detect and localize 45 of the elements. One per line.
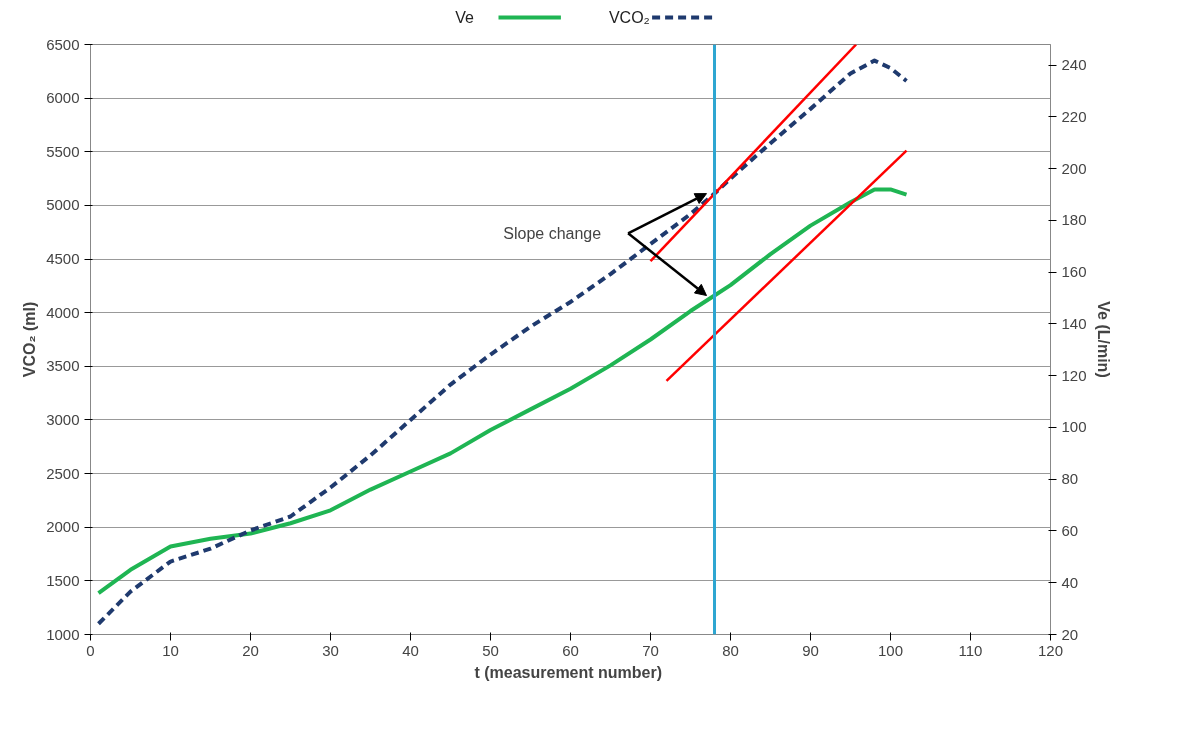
y-tick-label: 2000: [46, 518, 80, 536]
annotation: Slope change: [503, 224, 602, 242]
line-series: [96, 58, 909, 626]
y2-tick-label: 140: [1061, 314, 1087, 332]
x-tick-label: 100: [877, 641, 904, 659]
y-tick-label: 6000: [46, 89, 80, 107]
legend-label: VCO₂: [608, 9, 650, 26]
x-tick-label: 110: [958, 641, 983, 659]
y-tick-label: 3000: [46, 410, 80, 428]
y2-tick-label: 80: [1061, 470, 1079, 488]
y-tick-label: 5000: [46, 196, 80, 214]
y2-axis-title: Ve (L/min): [1094, 301, 1112, 378]
y2-tick-label: 100: [1061, 418, 1087, 436]
x-tick-label: 90: [802, 641, 819, 659]
y2-tick-label: 220: [1061, 107, 1087, 125]
y-tick-label: 2500: [46, 464, 80, 482]
y-tick-label: 5500: [46, 142, 80, 160]
y-axis-title: VCO₂ (ml): [21, 301, 39, 378]
x-axis-title: t (measurement number): [474, 663, 663, 681]
x-tick-label: 50: [482, 641, 499, 659]
y2-tick-label: 40: [1061, 573, 1079, 591]
x-tick-label: 10: [162, 641, 179, 659]
x-tick-label: 60: [562, 641, 579, 659]
y2-tick-label: 180: [1061, 211, 1087, 229]
x-tick-label: 0: [86, 641, 95, 659]
line-series: [96, 187, 909, 596]
y-tick-label: 6500: [46, 35, 80, 53]
y2-tick-label: 120: [1061, 366, 1087, 384]
y2-tick-label: 160: [1061, 263, 1087, 281]
y2-tick-label: 20: [1061, 625, 1079, 643]
x-tick-label: 80: [722, 641, 739, 659]
y-tick-label: 4500: [46, 250, 80, 268]
y-tick-label: 4000: [46, 303, 80, 321]
y2-tick-label: 60: [1061, 521, 1079, 539]
y2-tick-label: 200: [1061, 159, 1087, 177]
x-tick-label: 70: [642, 641, 659, 659]
x-tick-label: 120: [1037, 641, 1064, 659]
y2-tick-label: 240: [1061, 56, 1087, 74]
y-tick-label: 1500: [46, 571, 80, 589]
legend-label: Ve: [455, 9, 475, 26]
x-tick-label: 30: [322, 641, 339, 659]
x-tick-label: 40: [402, 641, 419, 659]
y-tick-label: 1000: [46, 625, 80, 643]
y-tick-label: 3500: [46, 357, 80, 375]
x-tick-label: 20: [242, 641, 259, 659]
